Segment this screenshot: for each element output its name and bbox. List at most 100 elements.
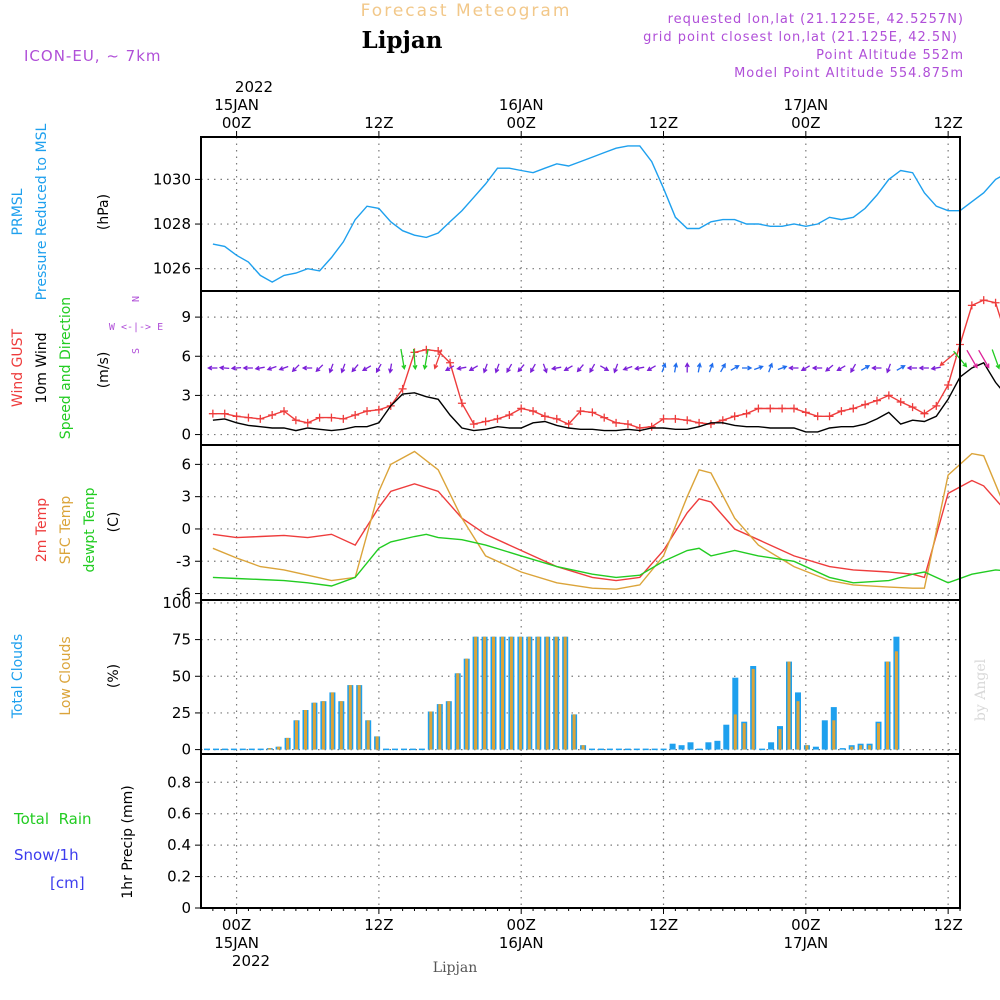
wind-direction-arrow bbox=[777, 365, 788, 371]
wind-direction-arrow bbox=[622, 365, 633, 371]
gust-marker bbox=[647, 422, 656, 431]
gust-marker bbox=[659, 414, 668, 423]
total-cloud-bar bbox=[213, 748, 219, 751]
gust-marker bbox=[695, 418, 704, 427]
model-altitude: Model Point Altitude 554.875m bbox=[734, 66, 964, 81]
low-cloud-bar bbox=[832, 720, 836, 750]
clouds-ytick-label: 25 bbox=[172, 704, 191, 722]
low-cloud-bar bbox=[778, 729, 782, 750]
wind-direction-arrow bbox=[530, 363, 536, 374]
compass-west-east: W <-|-> E bbox=[109, 322, 163, 333]
low-cloud-bar bbox=[850, 746, 854, 750]
low-cloud-bar bbox=[554, 636, 558, 750]
gust-marker bbox=[564, 420, 573, 429]
gust-marker bbox=[896, 397, 905, 406]
total-cloud-bar bbox=[678, 745, 685, 750]
bottom-hour-label: 12Z bbox=[364, 916, 393, 934]
wind-direction-arrow bbox=[266, 365, 277, 371]
wind-direction-arrow bbox=[433, 349, 443, 370]
top-date-label: 16JAN bbox=[499, 96, 544, 114]
clouds-ytick-label: 0 bbox=[181, 741, 191, 759]
wind-direction-arrow bbox=[230, 365, 242, 371]
gust-marker bbox=[446, 358, 455, 367]
wind-ytick-label: 6 bbox=[181, 347, 191, 365]
temp-label-sfc: SFC Temp bbox=[58, 496, 74, 565]
gust-marker bbox=[351, 410, 360, 419]
low-cloud-bar bbox=[563, 636, 567, 750]
low-cloud-bar bbox=[295, 720, 298, 750]
gust-marker bbox=[256, 414, 265, 423]
total-cloud-bar bbox=[392, 748, 398, 751]
wind-direction-arrow bbox=[468, 365, 479, 371]
gust-marker bbox=[789, 404, 798, 413]
wind-direction-arrow bbox=[517, 364, 525, 373]
low-cloud-bar bbox=[733, 714, 737, 750]
wind-direction-arrow bbox=[412, 348, 418, 371]
wind-direction-arrow bbox=[506, 363, 513, 374]
station-title: Lipjan bbox=[362, 27, 443, 54]
gust-marker bbox=[801, 408, 810, 417]
wind-direction-arrow bbox=[850, 363, 857, 374]
precip-ytick-label: 0.4 bbox=[167, 836, 191, 854]
wind-label-direction: Speed and Direction bbox=[58, 297, 74, 439]
gust-marker bbox=[481, 417, 490, 426]
gust-marker bbox=[825, 412, 834, 421]
wind-direction-arrow bbox=[742, 365, 753, 371]
wind-ytick-label: 3 bbox=[181, 386, 191, 404]
precip-label-cm: [cm] bbox=[50, 874, 85, 892]
wind-direction-arrow bbox=[753, 365, 764, 371]
low-cloud-bar bbox=[509, 636, 513, 750]
total-cloud-bar bbox=[606, 748, 613, 751]
total-cloud-bar bbox=[401, 748, 407, 751]
point-altitude: Point Altitude 552m bbox=[816, 48, 964, 63]
total-cloud-bar bbox=[687, 742, 694, 750]
bottom-station-label: Lipjan bbox=[433, 960, 477, 976]
wind-direction-arrow bbox=[720, 362, 726, 373]
wind-direction-arrow bbox=[482, 363, 488, 374]
temperature-series-sfc-temp bbox=[212, 450, 1000, 590]
temperature-series-2m-temp bbox=[212, 479, 1000, 582]
low-cloud-bar bbox=[868, 745, 872, 750]
wind-direction-arrow bbox=[340, 363, 346, 374]
gust-marker bbox=[291, 416, 300, 425]
gust-marker bbox=[920, 409, 929, 418]
wind-direction-arrow bbox=[696, 362, 702, 373]
wind-series-wind-gust bbox=[212, 299, 1000, 429]
wind-direction-arrow bbox=[589, 363, 596, 374]
gust-marker bbox=[623, 420, 632, 429]
wind-direction-arrow bbox=[207, 365, 218, 371]
top-hour-label: 00Z bbox=[507, 114, 536, 132]
wind-direction-arrow bbox=[315, 364, 324, 373]
total-cloud-bar bbox=[615, 748, 622, 751]
gust-marker bbox=[303, 418, 312, 427]
temperature-ytick-label: 3 bbox=[181, 488, 191, 506]
gust-marker bbox=[991, 298, 1000, 307]
wind-direction-arrow bbox=[328, 363, 334, 374]
clouds-ytick-label: 50 bbox=[172, 667, 191, 685]
gust-marker bbox=[932, 401, 941, 410]
gust-marker bbox=[469, 420, 478, 429]
gust-marker bbox=[232, 412, 241, 421]
wind-direction-arrow bbox=[800, 365, 811, 371]
total-cloud-bar bbox=[714, 740, 721, 750]
wind-direction-arrow bbox=[218, 365, 230, 371]
wind-direction-arrow bbox=[906, 365, 918, 371]
wind-direction-arrow bbox=[788, 365, 799, 371]
gust-marker bbox=[861, 400, 870, 409]
wind-direction-arrow bbox=[351, 364, 359, 373]
gust-marker bbox=[505, 410, 514, 419]
gust-marker bbox=[268, 410, 277, 419]
gust-marker bbox=[529, 407, 538, 416]
wind-direction-arrow bbox=[634, 365, 645, 371]
wind-direction-arrow bbox=[871, 365, 882, 371]
pressure-panel: 1026 1028 1030 bbox=[153, 136, 1000, 292]
low-cloud-bar bbox=[312, 702, 316, 750]
temperature-ytick-label: -3 bbox=[176, 552, 191, 570]
gust-marker bbox=[671, 414, 680, 423]
wind-direction-arrow bbox=[375, 363, 382, 374]
low-cloud-bar bbox=[483, 636, 487, 750]
wind-direction-arrow bbox=[684, 362, 690, 373]
low-cloud-bar bbox=[805, 745, 809, 750]
wind-direction-arrow bbox=[918, 365, 929, 371]
